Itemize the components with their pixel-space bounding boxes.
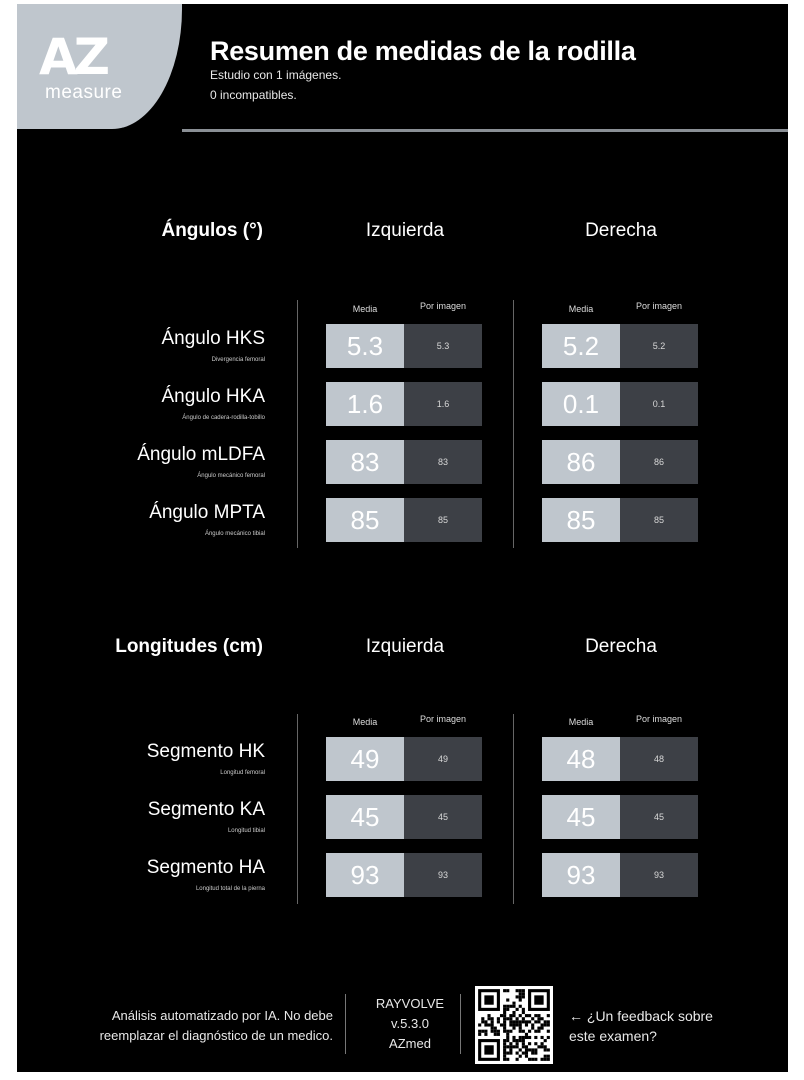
angles-right-media-label: Media <box>568 304 594 314</box>
left-media-value: 45 <box>326 795 404 839</box>
row-description: Longitud femoral <box>220 770 265 776</box>
row-name: Ángulo HKS <box>161 328 265 349</box>
left-media-value: 85 <box>326 498 404 542</box>
row-name: Ángulo mLDFA <box>137 444 265 465</box>
product-version: v.5.3.0 <box>390 1016 430 1031</box>
ai-disclaimer: Análisis automatizado por IA. No debe re… <box>33 1006 333 1046</box>
product-name: RAYVOLVE <box>375 996 445 1011</box>
feedback-qr-code[interactable] <box>475 986 553 1064</box>
angles-right-header: Derecha <box>585 220 657 241</box>
row-name: Segmento KA <box>147 799 265 820</box>
row-description: Longitud tibial <box>227 828 265 834</box>
right-per-image-value: 93 <box>620 853 698 897</box>
lengths-left-header: Izquierda <box>365 636 445 657</box>
lengths-left-perimage-label: Por imagen <box>419 714 467 724</box>
left-per-image-value: 45 <box>404 795 482 839</box>
lengths-right-media-label: Media <box>568 717 594 727</box>
angles-right-divider <box>513 300 514 548</box>
left-per-image-value: 49 <box>404 737 482 781</box>
lengths-right-perimage-label: Por imagen <box>635 714 683 724</box>
left-media-value: 83 <box>326 440 404 484</box>
row-description: Ángulo mecánico femoral <box>197 473 265 479</box>
angles-left-perimage-label: Por imagen <box>419 301 467 311</box>
angles-right-perimage-label: Por imagen <box>635 301 683 311</box>
left-media-value: 1.6 <box>326 382 404 426</box>
right-media-value: 86 <box>542 440 620 484</box>
feedback-prompt[interactable]: ← ¿Un feedback sobre este examen? <box>569 1006 779 1046</box>
disclaimer-line-2: reemplazar el diagnóstico de un medico. <box>99 1028 333 1043</box>
right-media-value: 85 <box>542 498 620 542</box>
left-media-value: 49 <box>326 737 404 781</box>
disclaimer-line-1: Análisis automatizado por IA. No debe <box>111 1008 333 1023</box>
right-media-value: 45 <box>542 795 620 839</box>
left-media-value: 5.3 <box>326 324 404 368</box>
right-per-image-value: 5.2 <box>620 324 698 368</box>
row-name: Segmento HK <box>146 741 265 762</box>
right-per-image-value: 45 <box>620 795 698 839</box>
company-name: AZmed <box>389 1036 431 1051</box>
right-media-value: 5.2 <box>542 324 620 368</box>
report-page: AZ measure Resumen de medidas de la rodi… <box>17 4 788 1072</box>
right-media-value: 48 <box>542 737 620 781</box>
header-divider <box>182 129 788 132</box>
row-description: Ángulo mecánico tibial <box>204 531 265 537</box>
study-count: Estudio con 1 imágenes. <box>210 68 342 82</box>
lengths-section-title: Longitudes (cm) <box>115 636 263 657</box>
left-per-image-value: 93 <box>404 853 482 897</box>
row-description: Divergencia femoral <box>211 357 265 363</box>
row-name: Segmento HA <box>146 857 265 878</box>
right-per-image-value: 86 <box>620 440 698 484</box>
angles-left-media-label: Media <box>352 304 378 314</box>
feedback-line-1: ← ¿Un feedback sobre <box>569 1008 713 1024</box>
lengths-left-media-label: Media <box>352 717 378 727</box>
row-description: Ángulo de cadera-rodilla-tobillo <box>182 415 265 421</box>
right-media-value: 93 <box>542 853 620 897</box>
row-description: Longitud total de la pierna <box>195 886 265 892</box>
right-per-image-value: 48 <box>620 737 698 781</box>
right-per-image-value: 0.1 <box>620 382 698 426</box>
lengths-right-divider <box>513 714 514 904</box>
left-per-image-value: 5.3 <box>404 324 482 368</box>
product-info: RAYVOLVE v.5.3.0 AZmed <box>345 994 475 1054</box>
row-name: Ángulo MPTA <box>149 502 265 523</box>
footer-divider-left <box>345 994 346 1054</box>
row-name: Ángulo HKA <box>161 386 265 407</box>
left-per-image-value: 83 <box>404 440 482 484</box>
footer-divider-right <box>460 994 461 1054</box>
right-per-image-value: 85 <box>620 498 698 542</box>
incompatible-count: 0 incompatibles. <box>210 88 297 102</box>
left-per-image-value: 1.6 <box>404 382 482 426</box>
right-media-value: 0.1 <box>542 382 620 426</box>
lengths-right-header: Derecha <box>585 636 657 657</box>
feedback-line-2: este examen? <box>569 1028 657 1044</box>
brand-logo: AZ measure <box>17 4 182 129</box>
angles-left-divider <box>297 300 298 548</box>
logo-subtitle: measure <box>45 82 123 103</box>
page-title: Resumen de medidas de la rodilla <box>210 36 636 66</box>
angles-section-title: Ángulos (°) <box>161 220 263 241</box>
angles-left-header: Izquierda <box>365 220 445 241</box>
logo-mark: AZ <box>39 28 110 86</box>
left-per-image-value: 85 <box>404 498 482 542</box>
lengths-left-divider <box>297 714 298 904</box>
left-media-value: 93 <box>326 853 404 897</box>
